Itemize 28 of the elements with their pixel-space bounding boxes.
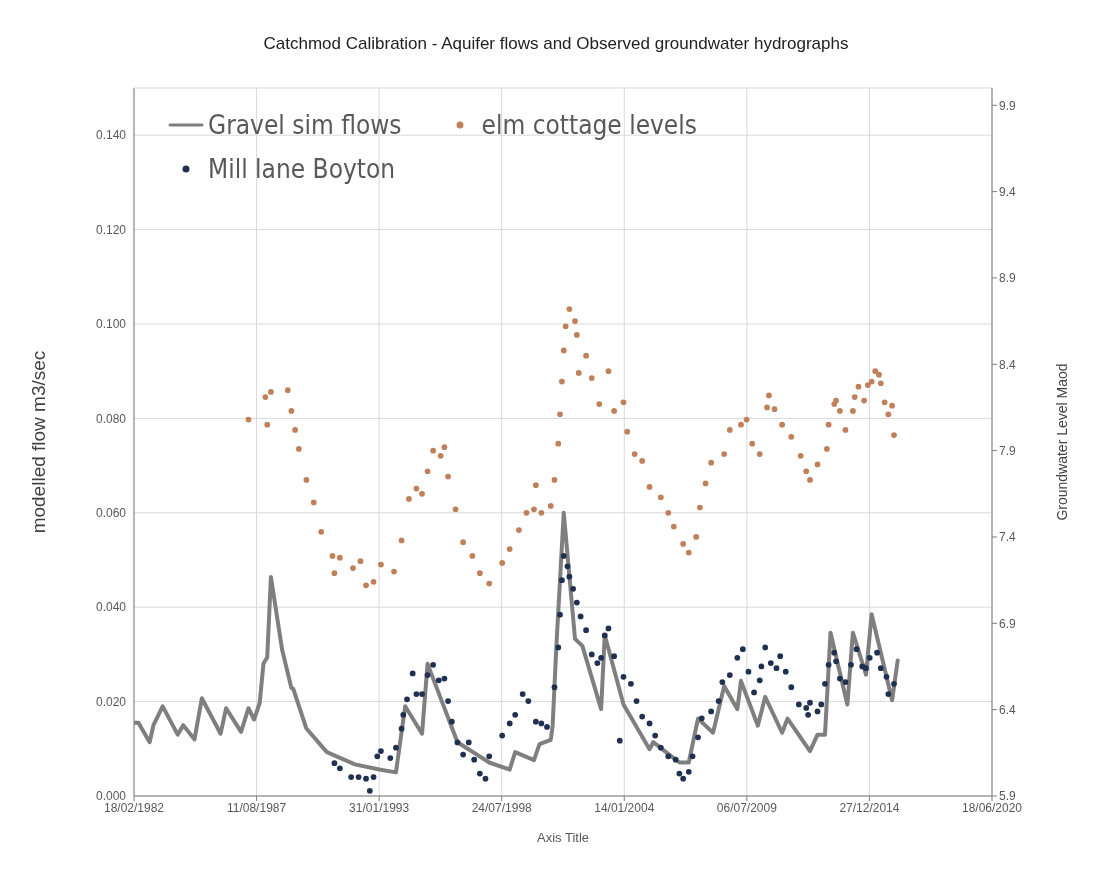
legend-label: Mill lane Boyton	[208, 154, 396, 184]
y2-axis-title: Groundwater Level Maod	[1053, 363, 1070, 521]
y2-tick-label: 6.9	[999, 616, 1017, 631]
x-tick-label: 27/12/2014	[839, 800, 900, 815]
y2-tick-label: 8.9	[999, 271, 1017, 286]
legend-label: elm cottage levels	[481, 110, 697, 140]
x-tick-label: 11/08/1987	[226, 800, 287, 815]
y-tick-label: 0.100	[95, 317, 127, 332]
y2-tick-label: 9.9	[999, 98, 1017, 113]
x-axis-title: Axis Title	[536, 830, 590, 845]
y2-tick-label: 8.4	[999, 357, 1017, 372]
y-tick-label: 0.080	[95, 411, 127, 426]
y-tick-label: 0.060	[95, 506, 127, 521]
y2-tick-label: 7.4	[999, 530, 1017, 545]
chart-title: Catchmod Calibration - Aquifer flows and Observed groundwater hydrographs	[262, 34, 850, 54]
y-axis-title: modelled flow m3/sec	[27, 350, 49, 534]
y-tick-label: 0.020	[95, 694, 127, 709]
y-tick-label: 0.040	[95, 600, 127, 615]
y2-tick-label: 9.4	[999, 184, 1017, 199]
x-tick-label: 31/01/1993	[349, 800, 410, 815]
y-tick-label: 0.120	[95, 222, 127, 237]
y-tick-label: 0.140	[95, 128, 127, 143]
legend-label: Gravel sim flows	[208, 110, 402, 140]
y2-tick-label: 7.9	[999, 443, 1017, 458]
x-tick-label: 06/07/2009	[716, 800, 778, 815]
x-tick-label: 24/07/1998	[471, 800, 533, 815]
x-tick-label: 14/01/2004	[594, 800, 655, 815]
y2-tick-label: 6.4	[999, 702, 1017, 717]
